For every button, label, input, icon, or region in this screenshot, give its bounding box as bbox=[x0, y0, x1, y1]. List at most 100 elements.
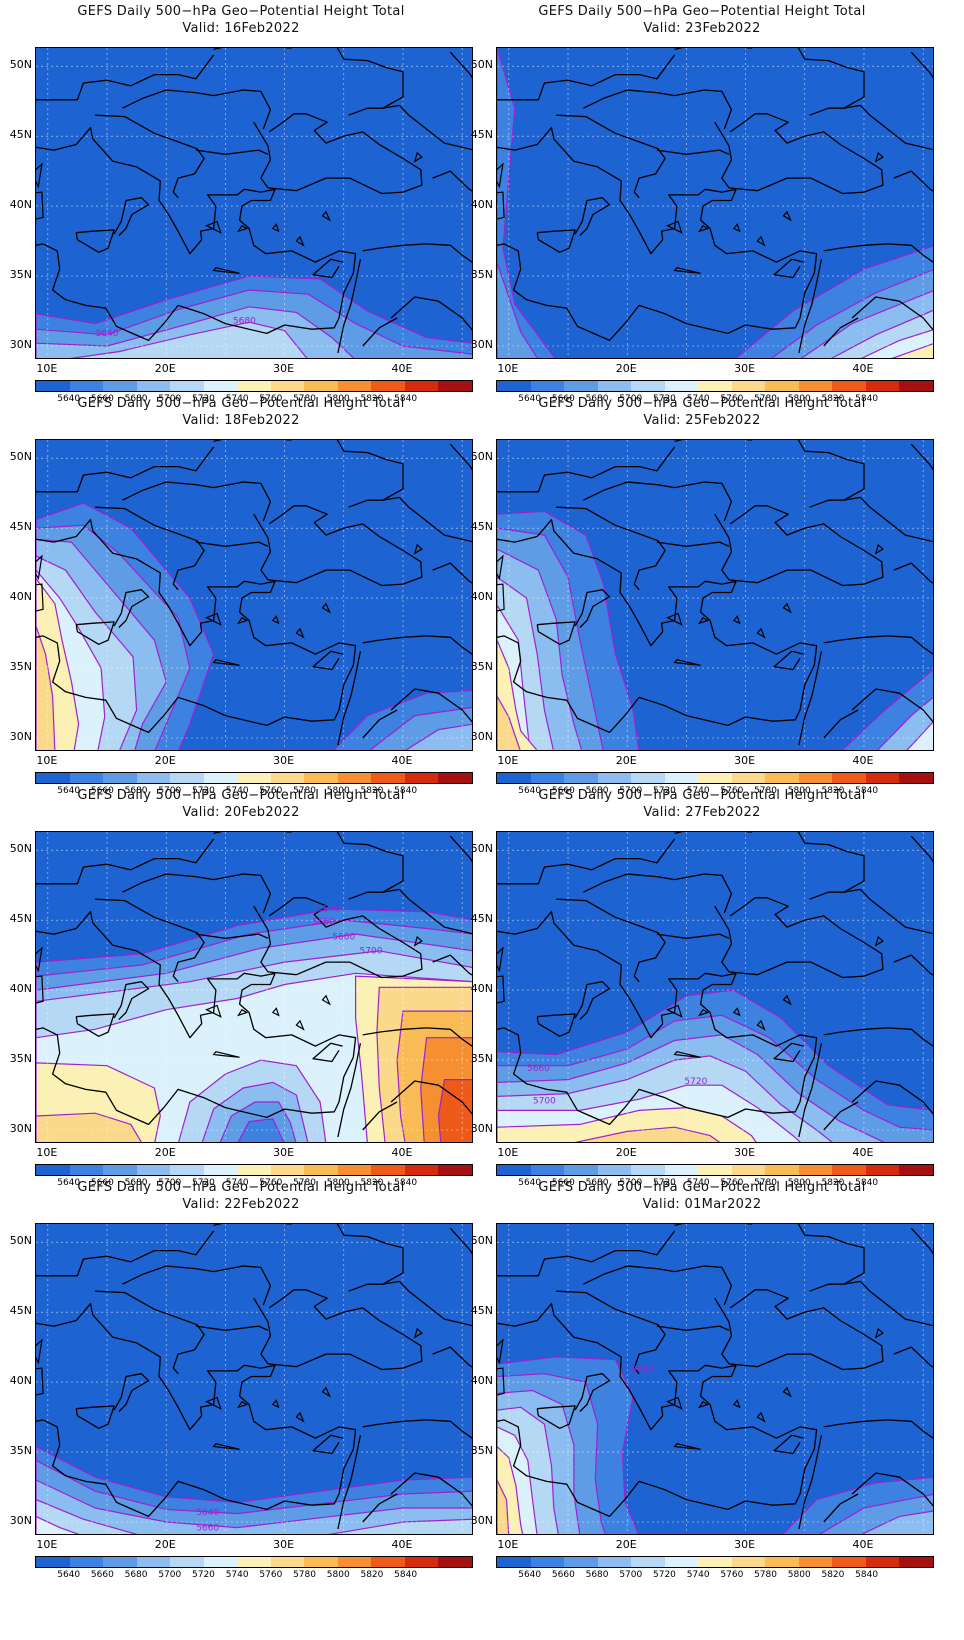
coastline bbox=[773, 1042, 804, 1063]
coastline bbox=[36, 838, 215, 885]
coastline bbox=[556, 114, 666, 199]
colorbar-swatch bbox=[337, 381, 372, 391]
contour-label: 5700 bbox=[360, 947, 383, 957]
latitude-tick-label: 35N bbox=[470, 268, 493, 282]
colorbar-label: 5740 bbox=[686, 1570, 710, 1580]
height-band bbox=[237, 1118, 285, 1142]
island-outline bbox=[497, 1367, 505, 1396]
island-outline bbox=[732, 1399, 741, 1409]
colorbar-swatch bbox=[69, 1165, 104, 1175]
coastline bbox=[362, 709, 398, 739]
colorbar-swatch bbox=[103, 1165, 137, 1175]
latitude-tick-label: 30N bbox=[470, 1514, 493, 1527]
colorbar-label: 5680 bbox=[585, 1570, 609, 1580]
colorbar-label: 5740 bbox=[225, 1178, 249, 1188]
island-outline bbox=[497, 162, 504, 189]
colorbar-swatch bbox=[497, 1557, 531, 1567]
colorbar-swatch bbox=[337, 773, 372, 783]
coastline bbox=[113, 981, 150, 1020]
map-svg: 5640 5680 bbox=[36, 48, 472, 358]
colorbar-swatch bbox=[136, 773, 171, 783]
latitude-tick-label: 45N bbox=[9, 1304, 32, 1318]
colorbar-swatch bbox=[664, 381, 699, 391]
colorbar bbox=[496, 772, 934, 784]
coastline bbox=[851, 296, 933, 331]
colorbar-label: 5720 bbox=[192, 786, 215, 796]
latitude-tick-label: 50N bbox=[9, 450, 32, 464]
coastline bbox=[893, 1346, 933, 1368]
map-svg: 5640 5660 bbox=[36, 1224, 472, 1534]
latitude-tick-label: 40N bbox=[9, 1374, 32, 1388]
colorbar-swatch bbox=[438, 773, 472, 783]
island-outline bbox=[236, 1400, 249, 1409]
contour-label: 5680 bbox=[332, 933, 355, 943]
panel-title: GEFS Daily 500−hPa Geo−Potential Height … bbox=[538, 4, 866, 19]
island-outline bbox=[756, 1411, 766, 1423]
island-outline bbox=[666, 1004, 683, 1018]
colorbar-swatch bbox=[497, 1165, 531, 1175]
colorbar-swatch bbox=[832, 1557, 866, 1567]
latitude-tick-label: 45N bbox=[9, 912, 32, 926]
coastline bbox=[843, 104, 933, 151]
panel-valid-date: Valid: 01Mar2022 bbox=[642, 1197, 762, 1212]
colorbar-swatch bbox=[36, 1557, 70, 1567]
colorbar-swatch bbox=[36, 773, 70, 783]
colorbar-swatch bbox=[438, 381, 472, 391]
map-svg bbox=[497, 440, 933, 750]
colorbar-label: 5780 bbox=[293, 1570, 316, 1580]
colorbar-swatch bbox=[798, 381, 833, 391]
latitude-tick-label: 30N bbox=[9, 338, 32, 351]
coastline bbox=[390, 1080, 472, 1115]
colorbar-label: 5680 bbox=[124, 394, 148, 404]
colorbar-swatch bbox=[564, 1165, 598, 1175]
colorbar-swatch bbox=[664, 1557, 699, 1567]
coastline bbox=[312, 1042, 343, 1063]
colorbar-swatch bbox=[237, 773, 271, 783]
map-panel: GEFS Daily 500−hPa Geo−Potential Height … bbox=[461, 1176, 943, 1586]
height-band bbox=[906, 721, 933, 750]
colorbar-label: 5660 bbox=[551, 394, 575, 404]
colorbar-swatch bbox=[304, 381, 338, 391]
coastline bbox=[337, 651, 362, 746]
coastline bbox=[337, 1043, 362, 1138]
height-band bbox=[69, 321, 308, 358]
colorbar-swatch bbox=[371, 773, 405, 783]
longitude-tick-label: 20E bbox=[615, 1146, 637, 1159]
island-outline bbox=[271, 1007, 280, 1017]
coastline bbox=[536, 229, 576, 253]
coastline bbox=[910, 835, 933, 863]
island-outline bbox=[756, 1019, 766, 1031]
map-svg bbox=[497, 48, 933, 358]
coastline bbox=[449, 835, 472, 863]
colorbar-label: 5840 bbox=[855, 786, 879, 796]
colorbar-swatch bbox=[832, 381, 866, 391]
colorbar bbox=[496, 380, 934, 392]
colorbar bbox=[35, 1164, 473, 1176]
contour-label: 5680 bbox=[233, 317, 256, 327]
colorbar-label: 5780 bbox=[293, 1178, 316, 1188]
panel-valid-date: Valid: 22Feb2022 bbox=[182, 1197, 300, 1212]
longitude-tick-label: 40E bbox=[852, 754, 874, 767]
latitude-tick-label: 40N bbox=[9, 590, 32, 604]
longitude-tick-label: 40E bbox=[391, 1146, 413, 1159]
colorbar-label: 5800 bbox=[326, 1178, 350, 1188]
panel-title: GEFS Daily 500−hPa Geo−Potential Height … bbox=[77, 396, 405, 411]
latitude-tick-label: 45N bbox=[470, 1304, 493, 1318]
coastline bbox=[773, 650, 804, 671]
coastline bbox=[583, 481, 733, 522]
colorbar-swatch bbox=[270, 773, 305, 783]
coastline bbox=[910, 443, 933, 471]
colorbar-swatch bbox=[36, 1165, 70, 1175]
map-panel: GEFS Daily 500−hPa Geo−Potential Height … bbox=[0, 1176, 482, 1586]
colorbar-label: 5840 bbox=[855, 1178, 879, 1188]
colorbar-label: 5760 bbox=[259, 1570, 283, 1580]
latitude-tick-label: 40N bbox=[470, 982, 493, 996]
colorbar-label: 5820 bbox=[821, 1178, 845, 1188]
colorbar bbox=[496, 1164, 934, 1176]
latitude-tick-label: 45N bbox=[470, 520, 493, 534]
colorbar-label: 5760 bbox=[720, 1570, 744, 1580]
latitude-tick-label: 30N bbox=[9, 1514, 32, 1527]
colorbar-swatch bbox=[698, 1165, 732, 1175]
coastline bbox=[36, 127, 357, 342]
island-outline bbox=[874, 151, 884, 163]
